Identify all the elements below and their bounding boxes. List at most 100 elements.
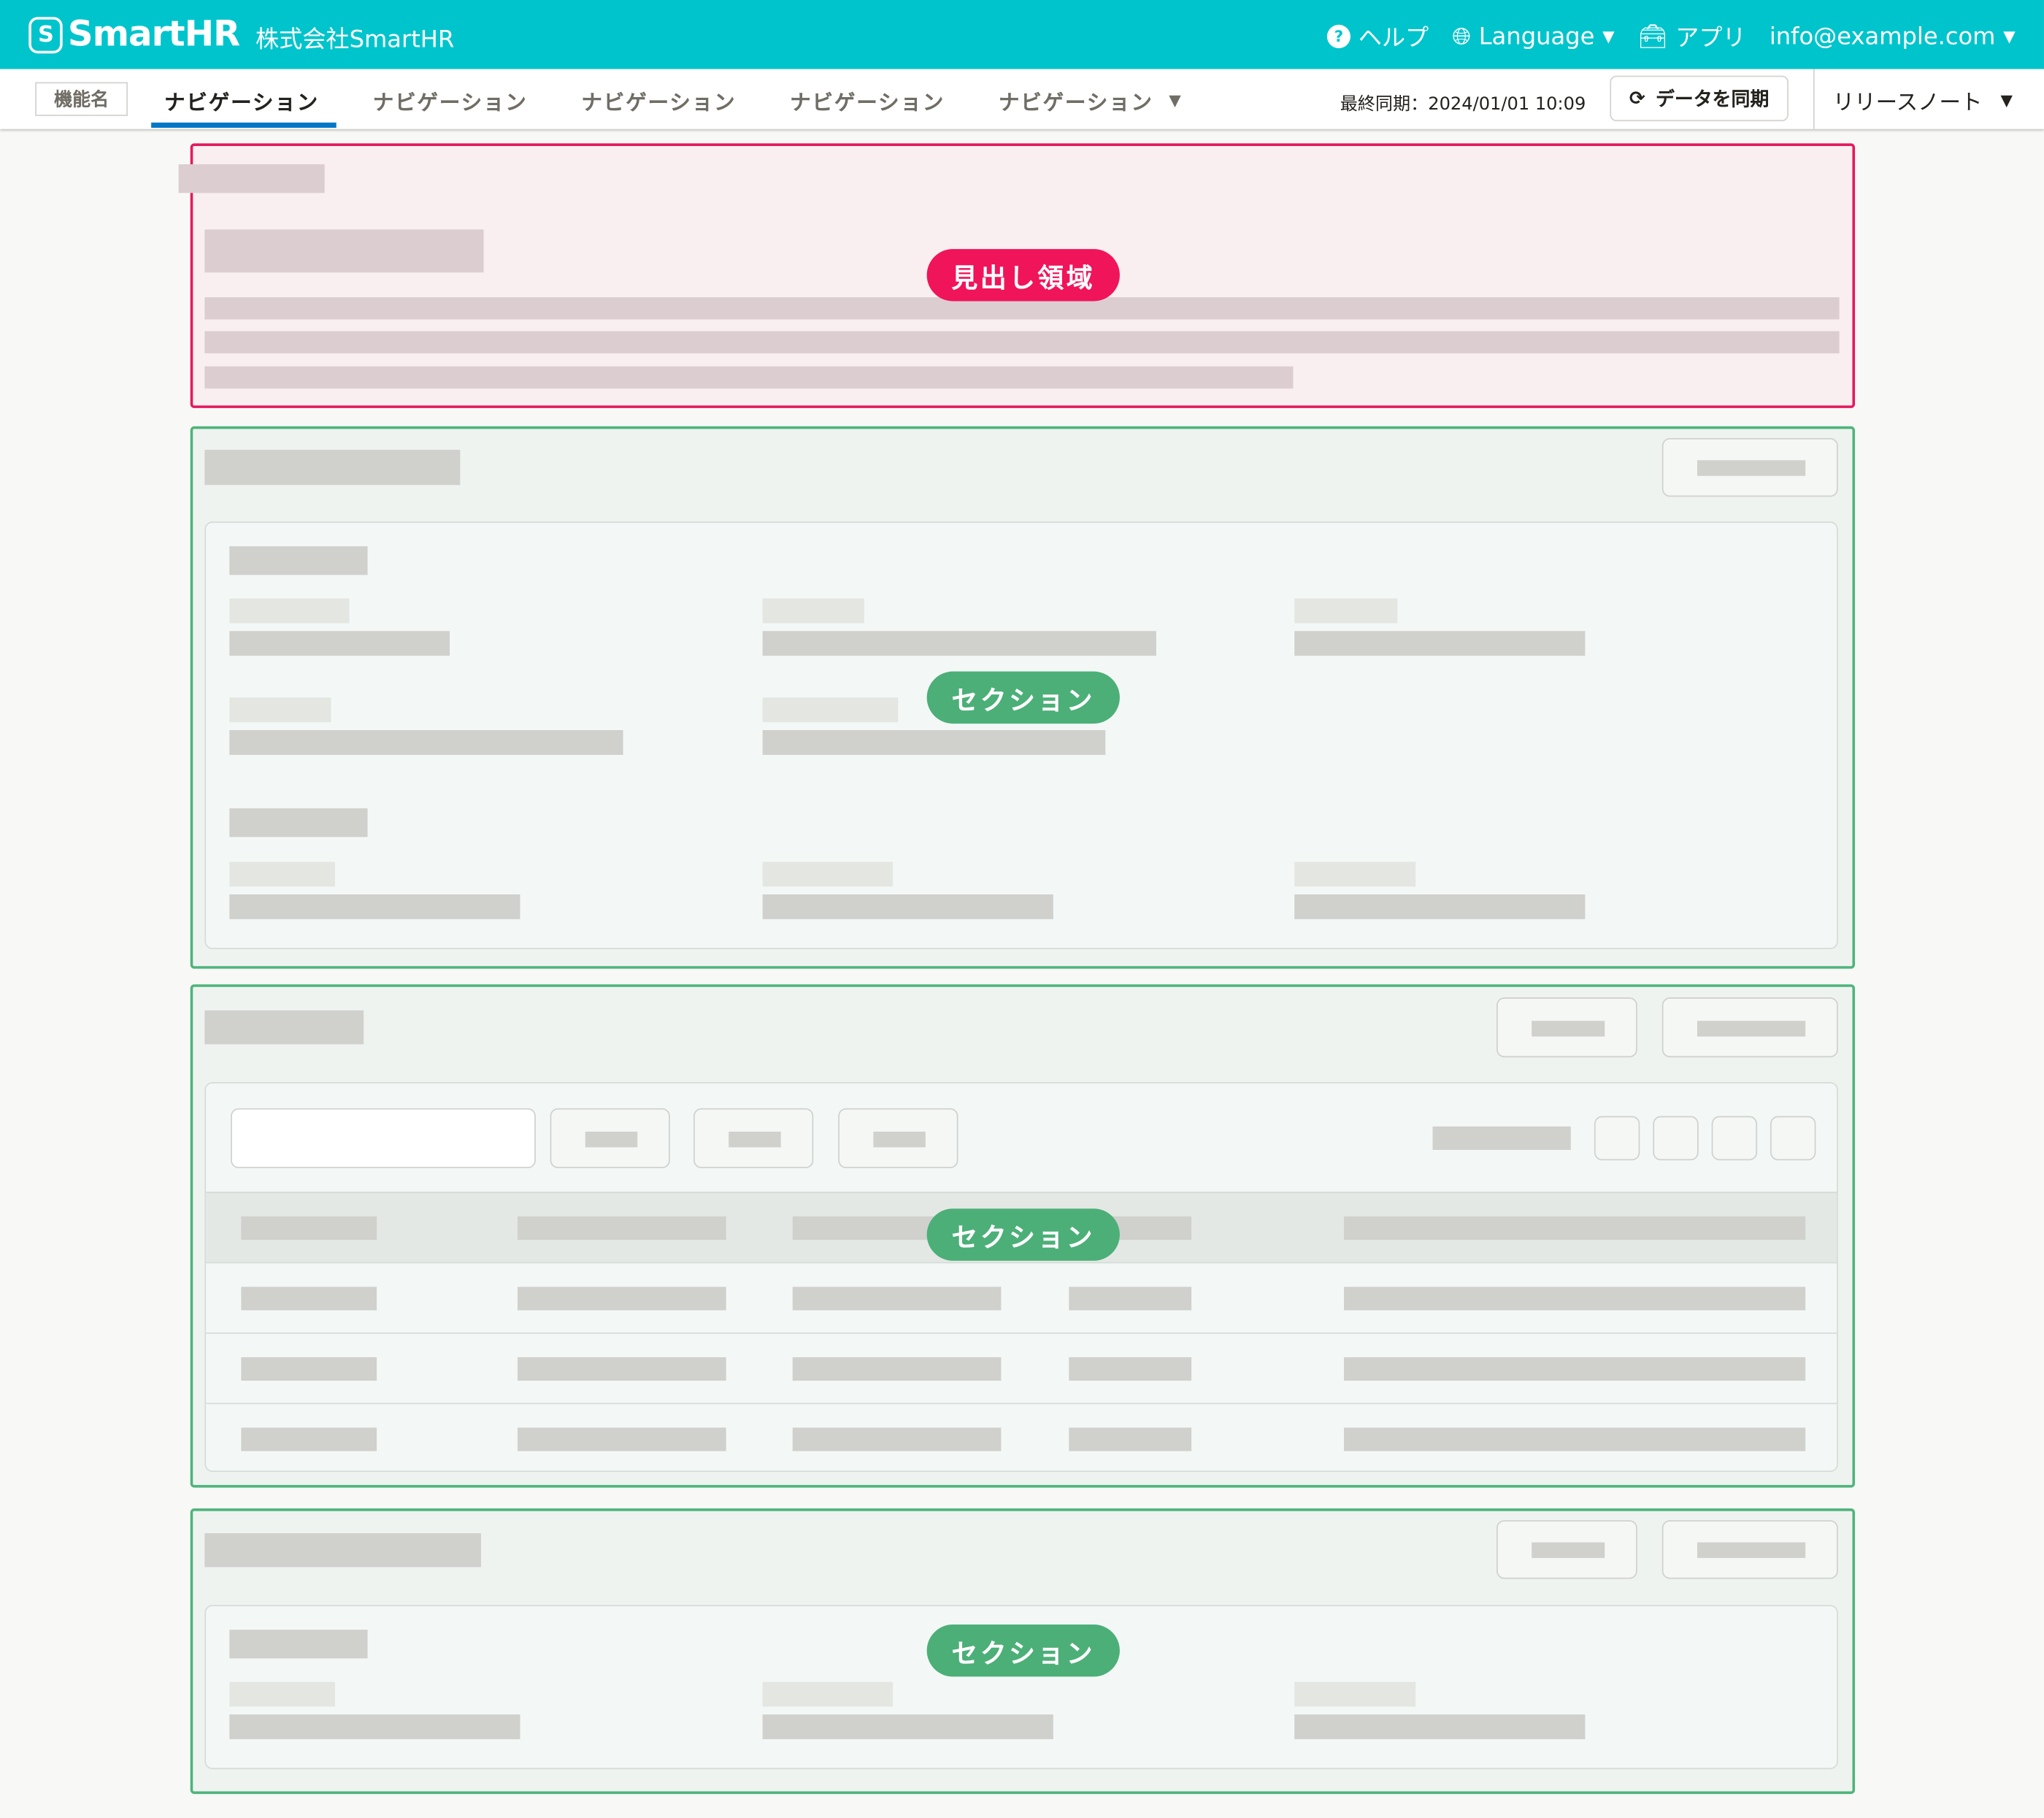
table-row <box>206 1332 1837 1403</box>
section-button[interactable] <box>1661 437 1838 497</box>
placeholder-cell <box>1344 1286 1806 1311</box>
filter-button[interactable] <box>693 1108 814 1168</box>
placeholder-bar <box>229 808 368 837</box>
placeholder-label <box>1294 1681 1416 1707</box>
placeholder-bar <box>204 1533 481 1568</box>
nav-tab[interactable]: ナビゲーション <box>790 90 945 115</box>
section-button[interactable] <box>1661 997 1838 1058</box>
table-row <box>206 1262 1837 1332</box>
help-link[interactable]: ? ヘルプ <box>1326 20 1429 53</box>
placeholder-bar <box>1432 1126 1571 1150</box>
pagination-button[interactable] <box>1594 1116 1640 1161</box>
placeholder-bar <box>229 1630 368 1659</box>
placeholder-cell <box>241 1357 377 1381</box>
placeholder-cell <box>1344 1216 1806 1240</box>
placeholder-label <box>229 598 350 624</box>
placeholder-cell <box>1344 1427 1806 1451</box>
placeholder-bar <box>229 1714 520 1740</box>
release-notes-dropdown[interactable]: リリースノート ▼ <box>1832 90 2013 115</box>
placeholder-label <box>1294 862 1416 887</box>
app-header: S SmartHR 株式会社SmartHR ? ヘルプ 🌐︎ Language ▼ 🧰︎… <box>0 0 2044 69</box>
placeholder-bar <box>204 331 1840 353</box>
placeholder-bar <box>229 631 450 656</box>
placeholder-bar <box>1294 1714 1586 1740</box>
placeholder-label <box>1294 598 1398 624</box>
heading-area-badge: 見出し領域 <box>926 249 1120 302</box>
divider <box>1813 69 1815 129</box>
app-navi: 機能名 ナビゲーション ナビゲーション ナビゲーション ナビゲーション ナビゲー… <box>0 69 2044 129</box>
caret-down-icon: ▼ <box>1602 27 1615 46</box>
placeholder-label <box>229 1681 335 1707</box>
caret-down-icon: ▼ <box>2003 27 2016 46</box>
last-sync-text: 最終同期：2024/01/01 10:09 <box>1340 93 1586 115</box>
placeholder-cell <box>241 1286 377 1311</box>
placeholder-cell <box>792 1357 1002 1381</box>
nav-tab[interactable]: ナビゲーション <box>581 90 737 115</box>
placeholder-bar <box>1294 894 1586 919</box>
placeholder-cell <box>1069 1286 1192 1311</box>
filter-button[interactable] <box>550 1108 670 1168</box>
section-button[interactable] <box>1496 997 1637 1058</box>
language-dropdown[interactable]: 🌐︎ Language ▼ <box>1452 23 1615 50</box>
placeholder-cell <box>517 1216 726 1240</box>
placeholder-cell <box>1069 1427 1192 1451</box>
placeholder-bar <box>204 1010 364 1045</box>
placeholder-label <box>229 862 335 887</box>
logo-mark-icon: S <box>28 16 63 53</box>
user-menu[interactable]: info@example.com ▼ <box>1769 23 2016 50</box>
placeholder-cell <box>517 1427 726 1451</box>
placeholder-bar <box>762 631 1156 656</box>
smarthr-logo[interactable]: S SmartHR <box>28 15 240 55</box>
placeholder-bar <box>229 729 623 755</box>
nav-tab[interactable]: ナビゲーション <box>164 90 319 115</box>
pagination-button[interactable] <box>1711 1116 1758 1161</box>
help-icon: ? <box>1326 24 1351 49</box>
placeholder-bar <box>204 229 484 273</box>
active-tab-indicator <box>151 122 337 128</box>
placeholder-bar <box>229 546 368 575</box>
table-row <box>206 1403 1837 1470</box>
section-badge: セクション <box>926 1624 1120 1677</box>
placeholder-cell <box>792 1286 1002 1311</box>
table-card <box>204 1082 1838 1473</box>
placeholder-bar <box>1294 631 1586 656</box>
placeholder-label <box>762 1681 894 1707</box>
placeholder-bar <box>204 366 1294 389</box>
placeholder-cell <box>241 1216 377 1240</box>
placeholder-bar <box>204 450 461 486</box>
company-name: 株式会社SmartHR <box>255 26 455 54</box>
pagination-button[interactable] <box>1653 1116 1699 1161</box>
section-button[interactable] <box>1496 1520 1637 1579</box>
placeholder-cell <box>517 1357 726 1381</box>
placeholder-bar <box>178 164 325 193</box>
apps-link[interactable]: 🧰︎ アプリ <box>1637 23 1746 53</box>
feature-name: 機能名 <box>35 82 128 116</box>
placeholder-cell <box>792 1427 1002 1451</box>
placeholder-label <box>762 862 894 887</box>
section-badge: セクション <box>926 1208 1120 1261</box>
nav-tab[interactable]: ナビゲーション <box>372 90 528 115</box>
toolbox-icon: 🧰︎ <box>1637 23 1668 50</box>
search-input[interactable] <box>231 1108 536 1168</box>
sync-icon: ⟳ <box>1629 88 1645 110</box>
section-badge: セクション <box>926 671 1120 724</box>
nav-tab-dropdown[interactable]: ナビゲーション ▼ <box>998 90 1183 115</box>
placeholder-bar <box>762 729 1106 755</box>
section-card <box>204 1605 1838 1770</box>
placeholder-label <box>762 598 864 624</box>
sync-data-button[interactable]: ⟳ データを同期 <box>1610 75 1788 122</box>
placeholder-cell <box>1069 1357 1192 1381</box>
globe-icon: 🌐︎ <box>1452 23 1472 50</box>
placeholder-label <box>762 697 899 723</box>
placeholder-label <box>229 697 331 723</box>
pagination-button[interactable] <box>1770 1116 1816 1161</box>
placeholder-cell <box>517 1286 726 1311</box>
section-button[interactable] <box>1661 1520 1838 1579</box>
filter-button[interactable] <box>838 1108 958 1168</box>
placeholder-cell <box>1344 1357 1806 1381</box>
caret-down-icon: ▼ <box>2000 91 2013 110</box>
placeholder-bar <box>762 894 1053 919</box>
placeholder-bar <box>229 894 520 919</box>
caret-down-icon: ▼ <box>1169 91 1183 110</box>
placeholder-bar <box>762 1714 1053 1740</box>
